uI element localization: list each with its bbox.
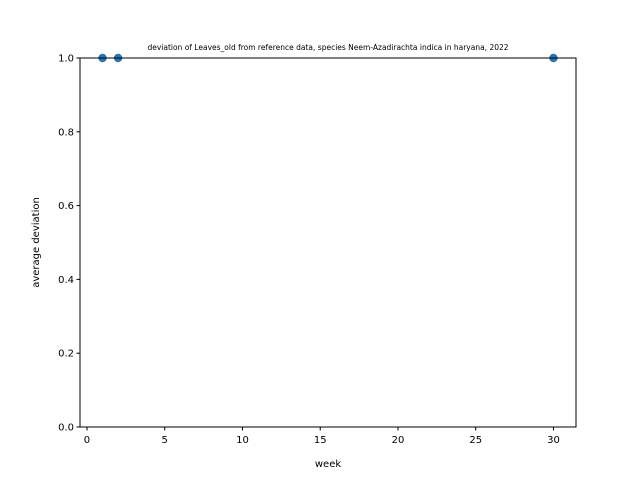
y-tick-label: 1.0	[58, 54, 74, 65]
y-tick-label: 0.4	[58, 275, 74, 286]
y-axis-label: average deviation	[31, 197, 42, 288]
x-axis-label: week	[315, 459, 341, 470]
y-tick-label: 0.6	[58, 201, 74, 212]
x-tick-label: 10	[236, 435, 249, 446]
x-tick-label: 0	[84, 435, 90, 446]
x-tick-label: 25	[469, 435, 482, 446]
y-tick-label: 0.0	[58, 423, 74, 434]
x-tick-label: 15	[314, 435, 327, 446]
chart-title: deviation of Leaves_old from reference d…	[147, 43, 508, 52]
y-tick-label: 0.2	[58, 349, 74, 360]
x-axis-ticks: 0 5 10 15 20 25 30	[84, 427, 560, 446]
plot-frame	[79, 57, 577, 428]
y-axis-ticks: 0.0 0.2 0.4 0.6 0.8 1.0	[58, 54, 80, 434]
y-tick-label: 0.8	[58, 127, 74, 138]
x-tick-label: 30	[547, 435, 560, 446]
x-tick-label: 20	[392, 435, 405, 446]
x-tick-label: 5	[162, 435, 168, 446]
